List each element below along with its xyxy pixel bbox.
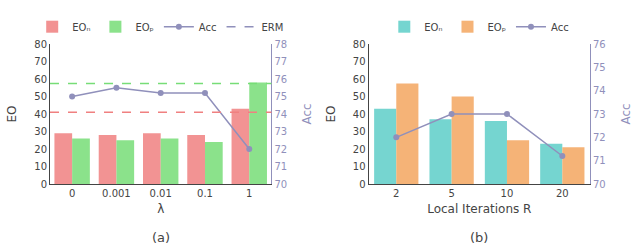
svg-text:Local Iterations R: Local Iterations R — [427, 202, 531, 216]
svg-text:2: 2 — [393, 188, 399, 199]
svg-text:0: 0 — [69, 188, 75, 199]
svg-text:40: 40 — [353, 109, 366, 120]
svg-text:73: 73 — [593, 109, 606, 120]
svg-text:76: 76 — [593, 39, 606, 50]
svg-text:71: 71 — [593, 155, 606, 166]
svg-text:0.01: 0.01 — [150, 188, 172, 199]
svg-text:10: 10 — [501, 188, 514, 199]
svg-text:5: 5 — [448, 188, 454, 199]
svg-text:0.001: 0.001 — [102, 188, 131, 199]
svg-text:71: 71 — [274, 161, 287, 172]
svg-text:72: 72 — [274, 144, 287, 155]
svg-text:(b): (b) — [470, 230, 488, 245]
svg-text:80: 80 — [353, 39, 366, 50]
svg-text:ERM: ERM — [262, 22, 284, 33]
svg-text:73: 73 — [274, 126, 287, 137]
svg-text:Acc: Acc — [300, 103, 314, 124]
svg-text:20: 20 — [34, 144, 47, 155]
svg-text:70: 70 — [593, 179, 606, 190]
svg-text:60: 60 — [34, 74, 47, 85]
svg-text:40: 40 — [34, 109, 47, 120]
svg-text:70: 70 — [353, 56, 366, 67]
svg-text:0: 0 — [359, 179, 365, 190]
svg-text:77: 77 — [274, 56, 287, 67]
svg-text:EOₚ: EOₚ — [135, 22, 153, 33]
svg-text:EOₙ: EOₙ — [424, 22, 442, 33]
svg-text:75: 75 — [593, 62, 606, 73]
svg-text:30: 30 — [353, 126, 366, 137]
svg-text:70: 70 — [274, 179, 287, 190]
svg-text:λ: λ — [157, 202, 164, 216]
svg-text:Acc: Acc — [619, 103, 633, 124]
svg-text:EO: EO — [324, 105, 338, 122]
svg-text:80: 80 — [34, 39, 47, 50]
svg-text:1: 1 — [246, 188, 252, 199]
svg-text:72: 72 — [593, 132, 606, 143]
svg-text:50: 50 — [34, 91, 47, 102]
svg-text:78: 78 — [274, 39, 287, 50]
svg-text:(a): (a) — [152, 230, 170, 245]
svg-text:0: 0 — [41, 179, 47, 190]
svg-text:Acc: Acc — [199, 22, 217, 33]
svg-text:74: 74 — [593, 85, 606, 96]
svg-text:60: 60 — [353, 74, 366, 85]
svg-text:76: 76 — [274, 74, 287, 85]
svg-text:20: 20 — [353, 144, 366, 155]
svg-text:10: 10 — [353, 161, 366, 172]
svg-text:75: 75 — [274, 91, 287, 102]
svg-text:10: 10 — [34, 161, 47, 172]
svg-text:EOₙ: EOₙ — [72, 22, 90, 33]
svg-text:Acc: Acc — [551, 22, 569, 33]
svg-text:EO: EO — [5, 105, 19, 122]
svg-text:EOₚ: EOₚ — [487, 22, 505, 33]
svg-text:70: 70 — [34, 56, 47, 67]
svg-text:50: 50 — [353, 91, 366, 102]
svg-text:0.1: 0.1 — [197, 188, 213, 199]
svg-text:74: 74 — [274, 109, 287, 120]
svg-text:30: 30 — [34, 126, 47, 137]
svg-text:20: 20 — [556, 188, 569, 199]
